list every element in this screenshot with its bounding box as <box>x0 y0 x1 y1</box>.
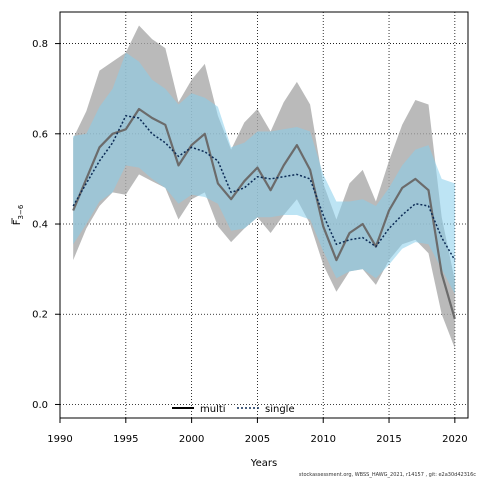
legend-label-multi: multi <box>200 404 226 415</box>
series-lines <box>72 107 456 320</box>
band-single <box>73 52 455 294</box>
y-axis-title-sub: 3−6 <box>17 204 25 219</box>
y-axis-title: F3−6 <box>11 204 25 225</box>
x-tick-label: 1995 <box>113 434 138 445</box>
y-tick-label: 0.8 <box>32 39 48 50</box>
x-tick-label: 1990 <box>47 434 72 445</box>
y-tick-label: 0.0 <box>32 400 48 411</box>
legend-label-single: single <box>265 404 295 415</box>
x-axis: 1990 1995 2000 2005 2010 2015 2020 <box>47 418 468 445</box>
y-tick-label: 0.6 <box>32 129 48 140</box>
line-single <box>72 115 456 261</box>
legend: multi single <box>172 404 295 415</box>
x-tick-label: 2010 <box>310 434 335 445</box>
x-tick-label: 2000 <box>179 434 204 445</box>
line-multi <box>72 107 456 320</box>
confidence-bands <box>73 25 455 349</box>
y-axis-title-main: F <box>12 219 23 225</box>
y-tick-label: 0.2 <box>32 310 48 321</box>
x-tick-label: 2015 <box>376 434 401 445</box>
x-axis-title: Years <box>250 458 277 469</box>
plot-frame <box>59 11 469 419</box>
y-axis: 0.0 0.2 0.4 0.6 0.8 <box>32 39 60 411</box>
svg-text:F3−6: F3−6 <box>12 204 25 225</box>
x-tick-label: 2020 <box>442 434 467 445</box>
footer-note: stockassessment.org, WBSS_HAWG_2021, r14… <box>298 472 476 478</box>
x-tick-label: 2005 <box>245 434 270 445</box>
y-tick-label: 0.4 <box>32 220 48 231</box>
